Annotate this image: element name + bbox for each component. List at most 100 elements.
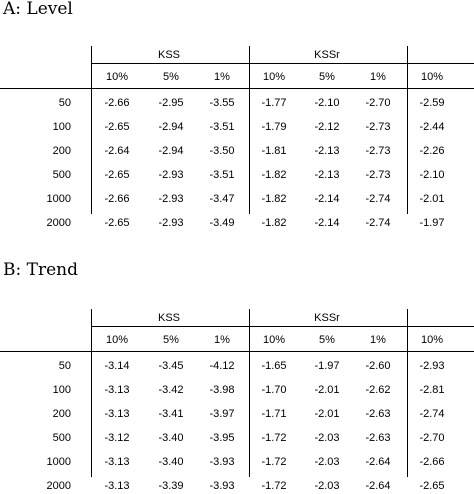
value-cell: -2.64 bbox=[365, 480, 391, 492]
value-cell: -2.93 bbox=[158, 169, 184, 181]
value-cell: -2.60 bbox=[365, 360, 391, 372]
value-cell: -2.94 bbox=[158, 145, 184, 157]
value-cell: -2.74 bbox=[419, 408, 445, 420]
column-header: 5% bbox=[319, 71, 335, 83]
value-cell: -3.13 bbox=[104, 408, 130, 420]
value-cell: -3.12 bbox=[104, 432, 130, 444]
value-cell: -2.65 bbox=[104, 217, 130, 229]
group-separator bbox=[91, 309, 92, 477]
value-cell: -1.79 bbox=[261, 121, 287, 133]
value-cell: -3.45 bbox=[158, 360, 184, 372]
value-cell: -2.64 bbox=[365, 456, 391, 468]
value-cell: -1.82 bbox=[261, 169, 287, 181]
value-cell: -3.47 bbox=[209, 193, 235, 205]
value-cell: -3.39 bbox=[158, 480, 184, 492]
value-cell: -2.13 bbox=[314, 145, 340, 157]
column-header: 1% bbox=[370, 71, 386, 83]
value-cell: -2.63 bbox=[365, 408, 391, 420]
rule-top bbox=[91, 63, 474, 64]
value-cell: -2.01 bbox=[419, 193, 445, 205]
column-header: 1% bbox=[214, 334, 230, 346]
value-cell: -1.97 bbox=[314, 360, 340, 372]
value-cell: -3.40 bbox=[158, 432, 184, 444]
table-row: 200 -3.13 -3.41 -3.97 -1.71 -2.01 -2.63 -2.74 bbox=[0, 408, 474, 422]
group-header: KSS bbox=[157, 49, 181, 61]
value-cell: -1.70 bbox=[261, 384, 287, 396]
value-cell: -2.14 bbox=[314, 217, 340, 229]
column-header: 5% bbox=[163, 334, 179, 346]
value-cell: -2.94 bbox=[158, 121, 184, 133]
value-cell: -2.01 bbox=[314, 408, 340, 420]
sample-size-cell: 100 bbox=[52, 384, 71, 396]
sample-size-cell: 500 bbox=[52, 169, 71, 181]
column-header: 5% bbox=[163, 71, 179, 83]
sample-size-cell: 1000 bbox=[46, 193, 71, 205]
rule-top bbox=[91, 326, 474, 327]
value-cell: -1.72 bbox=[261, 480, 287, 492]
group-separator bbox=[407, 309, 408, 477]
group-separator bbox=[91, 46, 92, 214]
value-cell: -3.50 bbox=[209, 145, 235, 157]
value-cell: -2.93 bbox=[158, 193, 184, 205]
panel-b-title: B: Trend bbox=[3, 260, 78, 280]
value-cell: -2.95 bbox=[158, 97, 184, 109]
table-row: 2000 -3.13 -3.39 -3.93 -1.72 -2.03 -2.64 -2.65 bbox=[0, 480, 474, 494]
value-cell: -1.71 bbox=[261, 408, 287, 420]
value-cell: -1.72 bbox=[261, 432, 287, 444]
sample-size-cell: 2000 bbox=[46, 217, 71, 229]
value-cell: -2.01 bbox=[314, 384, 340, 396]
value-cell: -2.44 bbox=[419, 121, 445, 133]
value-cell: -4.12 bbox=[209, 360, 235, 372]
value-cell: -2.65 bbox=[104, 169, 130, 181]
group-header: KSSr bbox=[314, 312, 340, 324]
column-header: 10% bbox=[420, 334, 444, 346]
table-row: 100 -2.65 -2.94 -3.51 -1.79 -2.12 -2.73 -2.44 bbox=[0, 121, 474, 135]
value-cell: -3.40 bbox=[158, 456, 184, 468]
value-cell: -1.97 bbox=[419, 217, 445, 229]
value-cell: -3.98 bbox=[209, 384, 235, 396]
value-cell: -2.26 bbox=[419, 145, 445, 157]
value-cell: -1.81 bbox=[261, 145, 287, 157]
value-cell: -2.03 bbox=[314, 480, 340, 492]
group-header: KSSr bbox=[314, 49, 340, 61]
sample-size-cell: 50 bbox=[58, 360, 71, 372]
value-cell: -2.66 bbox=[104, 97, 130, 109]
value-cell: -3.97 bbox=[209, 408, 235, 420]
value-cell: -2.65 bbox=[104, 121, 130, 133]
value-cell: -3.51 bbox=[209, 121, 235, 133]
value-cell: -2.73 bbox=[365, 169, 391, 181]
column-header: 10% bbox=[105, 334, 129, 346]
value-cell: -1.77 bbox=[261, 97, 287, 109]
value-cell: -1.82 bbox=[261, 193, 287, 205]
column-header: 10% bbox=[262, 334, 286, 346]
value-cell: -3.14 bbox=[104, 360, 130, 372]
group-separator bbox=[407, 46, 408, 214]
value-cell: -2.10 bbox=[419, 169, 445, 181]
value-cell: -2.74 bbox=[365, 193, 391, 205]
sample-size-cell: 200 bbox=[52, 408, 71, 420]
group-header: KSS bbox=[157, 312, 181, 324]
value-cell: -3.42 bbox=[158, 384, 184, 396]
column-header: 10% bbox=[105, 71, 129, 83]
table-row: 500 -3.12 -3.40 -3.95 -1.72 -2.03 -2.63 -2.70 bbox=[0, 432, 474, 446]
sample-size-cell: 2000 bbox=[46, 480, 71, 492]
value-cell: -1.82 bbox=[261, 217, 287, 229]
sample-size-cell: 1000 bbox=[46, 456, 71, 468]
panel-a-title: A: Level bbox=[3, 0, 73, 19]
value-cell: -2.59 bbox=[419, 97, 445, 109]
rule-header bbox=[0, 88, 474, 89]
value-cell: -1.65 bbox=[261, 360, 287, 372]
value-cell: -2.13 bbox=[314, 169, 340, 181]
value-cell: -3.49 bbox=[209, 217, 235, 229]
column-header: 1% bbox=[214, 71, 230, 83]
value-cell: -3.51 bbox=[209, 169, 235, 181]
value-cell: -2.14 bbox=[314, 193, 340, 205]
value-cell: -2.73 bbox=[365, 121, 391, 133]
value-cell: -3.93 bbox=[209, 480, 235, 492]
value-cell: -3.55 bbox=[209, 97, 235, 109]
column-header: 10% bbox=[420, 71, 444, 83]
table-row: 500 -2.65 -2.93 -3.51 -1.82 -2.13 -2.73 -2.10 bbox=[0, 169, 474, 183]
sample-size-cell: 50 bbox=[58, 97, 71, 109]
value-cell: -1.72 bbox=[261, 456, 287, 468]
table-row: 50 -2.66 -2.95 -3.55 -1.77 -2.10 -2.70 -2.59 bbox=[0, 97, 474, 111]
